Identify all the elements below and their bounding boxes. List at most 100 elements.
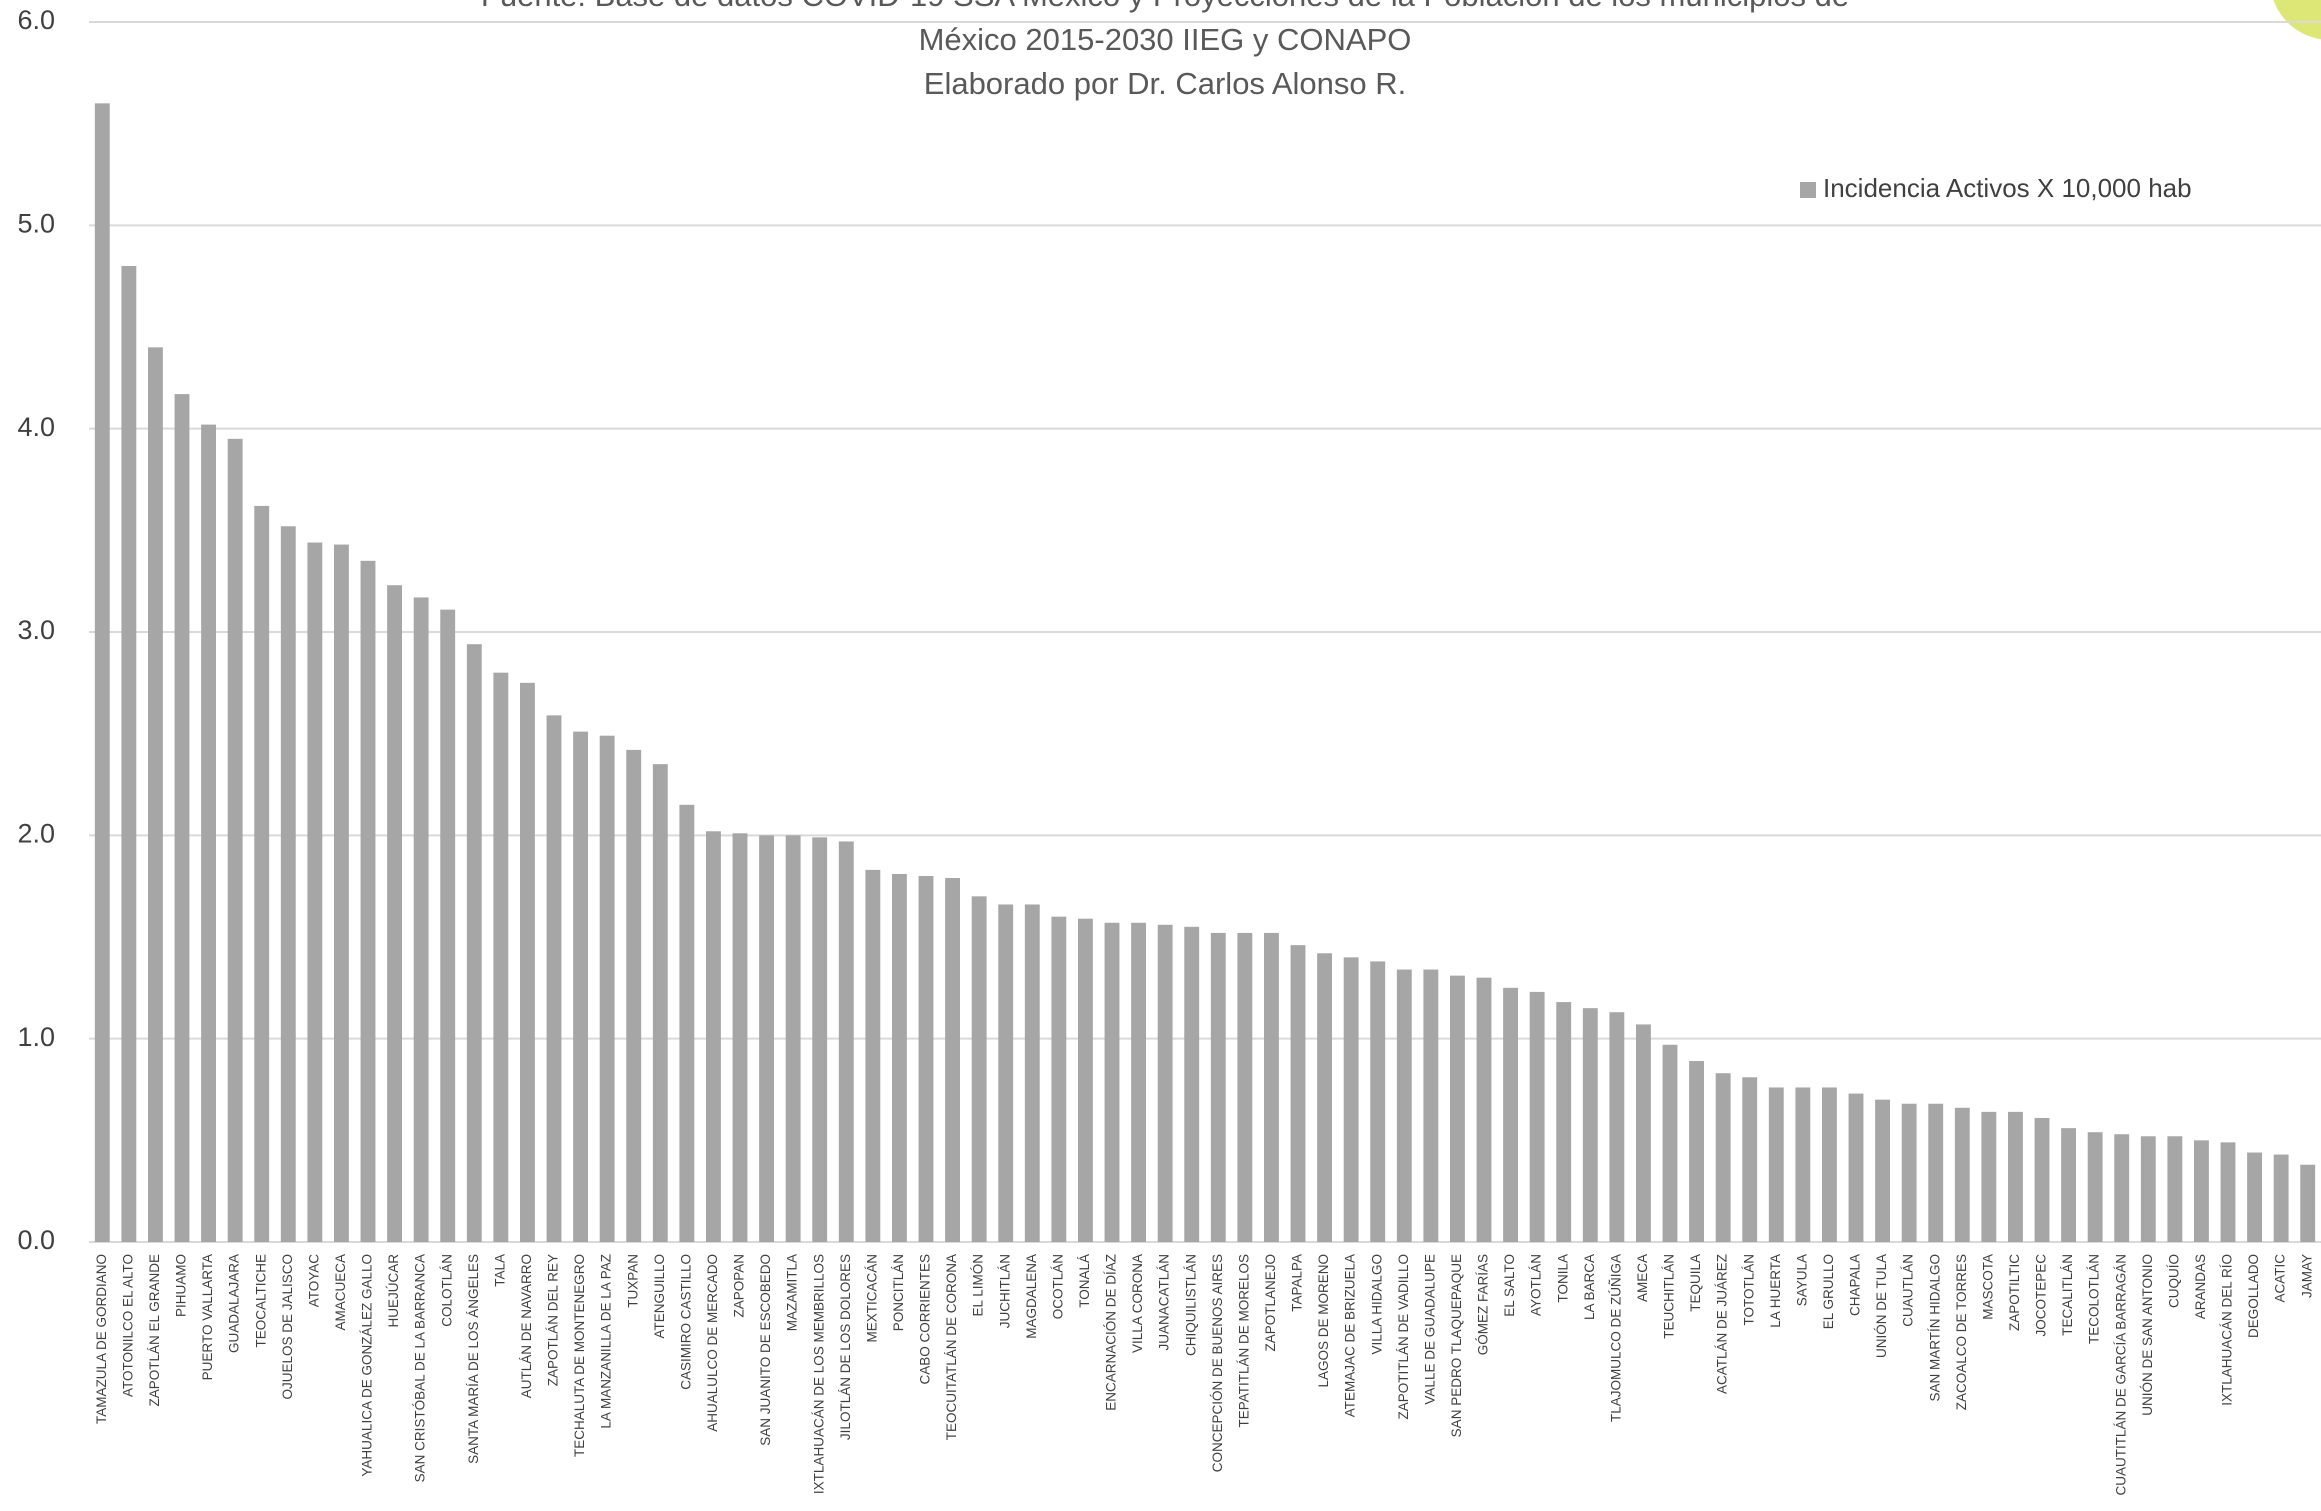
bar [1689,1061,1705,1242]
x-tick-label: TEUCHITLÁN [1662,1254,1677,1339]
bar [1715,1073,1731,1242]
x-tick-label: SAN MARTÍN HIDALGO [1927,1254,1942,1402]
x-tick-label: CHIQUILISTLÁN [1183,1254,1198,1356]
bar [2034,1117,2050,1242]
bar [1742,1077,1758,1242]
bar [1131,922,1147,1242]
x-tick-label: LAGOS DE MORENO [1316,1254,1331,1388]
x-tick-label: TONALÁ [1077,1254,1092,1308]
x-tick-label: ACATIC [2273,1254,2288,1303]
x-tick-label: SANTA MARÍA DE LOS ÁNGELES [466,1254,481,1464]
x-tick-label: MAGDALENA [1024,1254,1039,1339]
x-tick-label: VILLA CORONA [1130,1254,1145,1353]
bar [998,904,1014,1242]
x-tick-label: SAN CRISTÓBAL DE LA BARRANCA [413,1254,428,1482]
bar [945,878,961,1242]
bar [333,544,349,1242]
bar [1529,991,1545,1242]
x-tick-label: SAN PEDRO TLAQUEPAQUE [1449,1254,1464,1437]
x-tick-label: LA HUERTA [1768,1254,1783,1328]
bar [201,424,217,1243]
bar [2140,1136,2156,1242]
y-tick-label: 0.0 [17,1225,55,1255]
bar [1503,987,1519,1242]
bar [2167,1136,2183,1242]
bar [1954,1107,1970,1242]
chart-title: México 2015-2030 IIEG y CONAPO [919,22,1412,57]
y-tick-label: 4.0 [17,412,55,442]
chart-title: Elaborado por Dr. Carlos Alonso R. [924,66,1406,101]
x-tick-label: ZAPOTLÁN DEL REY [546,1254,561,1386]
bar [307,542,323,1242]
bar [1476,977,1492,1242]
bar [546,715,562,1242]
x-tick-label: CONCEPCIÓN DE BUENOS AIRES [1210,1254,1225,1472]
x-tick-label: PUERTO VALLARTA [200,1254,215,1380]
x-tick-label: UNIÓN DE SAN ANTONIO [2140,1254,2155,1416]
x-tick-label: TEOCALTICHE [253,1254,268,1348]
bar [121,266,137,1242]
x-tick-label: MEXTICACÁN [864,1254,879,1343]
x-tick-label: ENCARNACIÓN DE DÍAZ [1104,1254,1119,1411]
x-tick-label: IXTLAHUACÁN DE LOS MEMBRILLOS [811,1254,826,1494]
x-tick-label: TAPALPA [1290,1254,1305,1312]
x-tick-label: AHUALULCO DE MERCADO [705,1254,720,1432]
bar [94,103,110,1242]
bar [812,837,828,1242]
x-tick-label: JOCOTEPEC [2034,1254,2049,1337]
legend-swatch [1800,182,1816,198]
bar [1981,1111,1997,1242]
bar [519,682,535,1242]
x-tick-label: EL GRULLO [1821,1254,1836,1329]
bar [227,438,243,1242]
bar [1343,957,1359,1242]
x-tick-label: JUANACATLÁN [1157,1254,1172,1351]
x-tick-label: VILLA HIDALGO [1369,1254,1384,1355]
bar [652,764,668,1242]
bar [918,876,934,1242]
x-tick-label: TECALITLÁN [2060,1254,2075,1336]
x-tick-label: ZAPOTLANEJO [1263,1254,1278,1352]
bar [2247,1152,2263,1242]
bar [280,526,296,1242]
bar [1370,961,1386,1242]
bar [1901,1103,1917,1242]
x-tick-label: LA MANZANILLA DE LA PAZ [599,1254,614,1429]
bar [1237,932,1253,1242]
bar [865,869,881,1242]
bar [1821,1087,1837,1242]
x-tick-label: TEQUILA [1688,1254,1703,1312]
bar [1157,924,1173,1242]
bar [732,833,748,1242]
x-tick-label: ATENGUILLO [652,1254,667,1339]
x-tick-label: YAHUALICA DE GONZÁLEZ GALLO [360,1254,375,1477]
bar [1210,932,1226,1242]
bar [573,731,589,1242]
bar [679,804,695,1242]
x-tick-label: TUXPAN [625,1254,640,1308]
bar [1024,904,1040,1242]
x-tick-label: ZACOALCO DE TORRES [1954,1254,1969,1410]
y-tick-label: 6.0 [17,5,55,35]
x-tick-label: VALLE DE GUADALUPE [1422,1254,1437,1405]
x-tick-label: AYOTLÁN [1529,1254,1544,1316]
bar [838,841,854,1242]
x-tick-label: ZAPOTILTIC [2007,1254,2022,1331]
bar [2193,1140,2209,1242]
x-tick-label: SAYULA [1794,1254,1809,1306]
x-tick-label: AMECA [1635,1254,1650,1302]
x-tick-label: EL LIMÓN [971,1254,986,1317]
bar [626,749,642,1242]
x-tick-label: TONILA [1555,1254,1570,1303]
bar [387,585,403,1242]
x-tick-label: CUAUTITLÁN DE GARCÍA BARRAGÁN [2113,1254,2128,1496]
x-tick-label: TECOLOTLÁN [2087,1254,2102,1344]
x-tick-label: MAZAMITLA [785,1254,800,1331]
x-tick-label: AMACUECA [333,1254,348,1331]
bar [1609,1012,1625,1242]
bar [1290,945,1306,1242]
x-tick-label: TLAJOMULCO DE ZÚÑIGA [1608,1254,1623,1422]
bar [1104,922,1120,1242]
